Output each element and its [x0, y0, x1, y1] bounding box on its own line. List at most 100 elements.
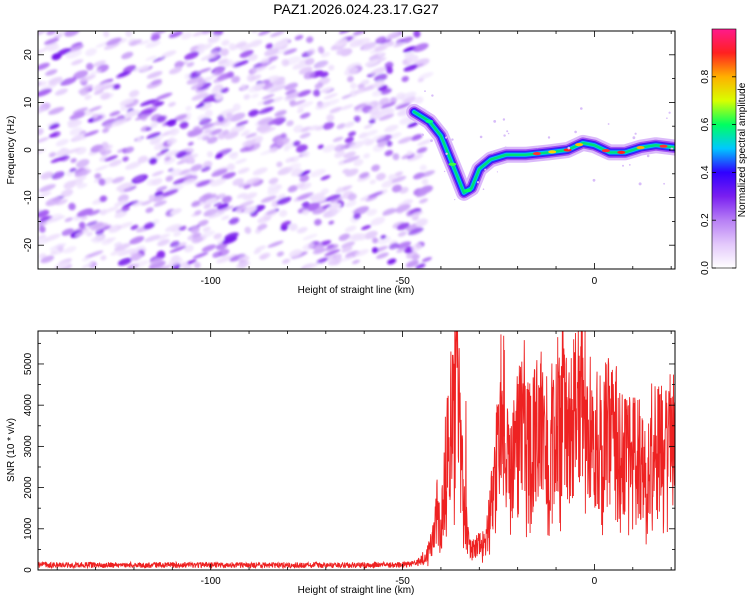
noise-blob [116, 182, 133, 192]
noise-blob [307, 48, 316, 55]
noise-blob [388, 174, 396, 181]
noise-blob [396, 222, 410, 231]
noise-blob [72, 70, 89, 80]
noise-blob [173, 231, 182, 237]
noise-blob [48, 152, 57, 158]
noise-blob [302, 242, 315, 251]
noise-blob [75, 159, 90, 168]
noise-blob [346, 76, 354, 83]
colorbar-tick-label: 0.4 [700, 165, 711, 179]
signal-speckle [445, 136, 448, 138]
noise-blob [279, 209, 288, 217]
noise-blob [405, 260, 419, 268]
y-tick-label: 10 [23, 96, 34, 108]
y-tick-label: -10 [23, 190, 34, 205]
noise-blob [414, 96, 424, 104]
noise-blob [302, 209, 310, 216]
noise-blob [294, 34, 304, 41]
noise-blob [421, 178, 429, 186]
noise-blob [226, 112, 233, 120]
noise-blob [326, 114, 335, 122]
noise-blob [336, 186, 344, 193]
signal-speckle [451, 138, 454, 141]
noise-blob [174, 114, 188, 121]
spectrogram-y-tick-labels: -20 -10 0 10 20 [23, 49, 34, 253]
signal-speckle [666, 117, 668, 119]
noise-blob [224, 131, 239, 140]
noise-blob [139, 64, 150, 72]
noise-blob [236, 260, 251, 269]
signal-speckle [482, 188, 485, 190]
signal-hotspot [659, 144, 668, 148]
noise-blob [343, 155, 360, 164]
colorbar-bar [711, 28, 737, 269]
noise-blob [320, 51, 331, 58]
noise-blob [243, 94, 251, 100]
noise-blob [111, 176, 125, 184]
signal-speckle [622, 164, 624, 167]
noise-blob [402, 198, 413, 207]
x-tick-label: -50 [395, 576, 410, 587]
noise-blob [45, 69, 58, 76]
noise-blob [178, 169, 191, 176]
noise-blob [377, 140, 387, 148]
noise-blob [86, 231, 93, 237]
noise-blob [180, 261, 188, 269]
noise-blob [71, 176, 87, 183]
noise-blob [299, 174, 310, 183]
noise-blob [287, 185, 298, 193]
snr-x-axis-label: Height of straight line (km) [298, 585, 415, 596]
noise-blob [78, 221, 86, 229]
noise-blob [374, 73, 388, 83]
noise-blob [40, 255, 55, 264]
noise-blob [401, 75, 409, 83]
noise-blob [380, 39, 392, 45]
noise-blob [243, 129, 251, 135]
noise-blob [38, 225, 46, 233]
noise-blob [157, 239, 170, 247]
noise-blob [292, 61, 309, 70]
noise-blob [102, 128, 110, 133]
signal-speckle [646, 154, 650, 158]
noise-blob [406, 150, 413, 157]
noise-blob [292, 140, 301, 147]
noise-blob [211, 168, 228, 177]
noise-blob [268, 177, 279, 185]
noise-blob [186, 62, 195, 67]
noise-blob [78, 74, 96, 83]
signal-hotspot [463, 188, 472, 193]
noise-blob [329, 106, 343, 114]
noise-blob [249, 39, 263, 48]
noise-blob [360, 79, 370, 85]
noise-blob [190, 83, 204, 91]
signal-speckle [496, 171, 498, 173]
noise-blob [121, 51, 134, 60]
noise-blob [153, 200, 167, 207]
noise-blob [348, 233, 361, 240]
noise-blob [419, 198, 428, 204]
noise-blob [85, 48, 97, 57]
snr-x-tick-labels: -100 -50 0 [201, 576, 598, 587]
noise-blob [70, 158, 77, 163]
noise-blob [264, 47, 280, 57]
signal-speckle [632, 136, 636, 140]
noise-blob [63, 246, 77, 254]
noise-blob [289, 223, 298, 231]
noise-blob [210, 178, 227, 187]
noise-blob [274, 110, 287, 117]
noise-blob [213, 202, 223, 207]
noise-blob [214, 93, 223, 101]
noise-blob [51, 171, 65, 180]
noise-blob [413, 31, 421, 38]
noise-blob [314, 218, 322, 226]
noise-blob [185, 105, 192, 111]
noise-blob [201, 125, 216, 133]
noise-blob [258, 123, 272, 132]
noise-blob [267, 240, 284, 248]
noise-blob [277, 193, 286, 199]
noise-blob [220, 48, 229, 57]
noise-blob [48, 123, 60, 130]
noise-blob [191, 92, 209, 101]
noise-blob [191, 235, 204, 244]
